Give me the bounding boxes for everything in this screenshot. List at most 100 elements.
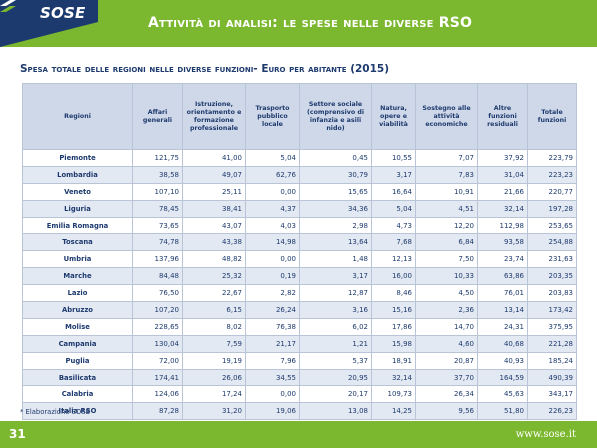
value-cell: 43,38 — [182, 233, 246, 252]
value-cell: 26,06 — [182, 368, 246, 387]
value-cell: 37,92 — [477, 149, 528, 167]
value-cell: 73,65 — [132, 216, 183, 235]
value-cell: 6,15 — [182, 301, 246, 319]
value-cell: 32,14 — [371, 368, 416, 387]
value-cell: 1,48 — [299, 250, 372, 269]
value-cell: 228,65 — [132, 317, 183, 336]
value-cell: 7,07 — [415, 149, 478, 167]
value-cell: 32,14 — [477, 199, 528, 218]
table-row: Molise 228,65 8,02 76,38 6,02 17,86 14,70 24,31… — [22, 317, 577, 336]
region-name-cell: Lombardia — [22, 165, 133, 184]
value-cell: 76,01 — [477, 284, 528, 303]
value-cell: 107,20 — [132, 301, 183, 319]
value-cell: 23,74 — [477, 250, 528, 269]
value-cell: 15,16 — [371, 301, 416, 319]
top-bar: SOSE Attività di analisi: le spese nelle… — [0, 0, 597, 47]
value-cell: 221,28 — [527, 334, 577, 353]
value-cell: 174,41 — [132, 368, 183, 387]
table-row: Puglia 72,00 19,19 7,96 5,37 18,91 20,87 40,93 1… — [22, 351, 577, 370]
value-cell: 93,58 — [477, 233, 528, 252]
value-cell: 1,21 — [299, 334, 372, 353]
region-name-cell: Calabria — [22, 385, 133, 404]
value-cell: 3,16 — [299, 301, 372, 319]
value-cell: 10,33 — [415, 267, 478, 286]
table-row: Toscana 74,78 43,38 14,98 13,64 7,68 6,84 93,58… — [22, 233, 577, 252]
logo-text: SOSE — [40, 4, 86, 22]
value-cell: 124,06 — [132, 385, 183, 404]
column-header: Trasporto pubblico locale — [245, 83, 300, 150]
value-cell: 254,88 — [527, 233, 577, 252]
value-cell: 14,70 — [415, 317, 478, 336]
value-cell: 84,48 — [132, 267, 183, 286]
region-name-cell: Marche — [22, 267, 133, 286]
value-cell: 14,25 — [371, 402, 416, 421]
value-cell: 19,06 — [245, 402, 300, 421]
column-header: Istruzione, orientamento e formazione pr… — [182, 83, 246, 150]
value-cell: 130,04 — [132, 334, 183, 353]
column-header: Altre funzioni residuali — [477, 83, 528, 150]
value-cell: 0,45 — [299, 149, 372, 167]
value-cell: 3,17 — [299, 267, 372, 286]
value-cell: 62,76 — [245, 165, 300, 184]
value-cell: 13,14 — [477, 301, 528, 319]
region-name-cell: Liguria — [22, 199, 133, 218]
value-cell: 17,86 — [371, 317, 416, 336]
table-row: Marche 84,48 25,32 0,19 3,17 16,00 10,33 63,86 2… — [22, 267, 577, 286]
value-cell: 74,78 — [132, 233, 183, 252]
value-cell: 31,04 — [477, 165, 528, 184]
value-cell: 4,50 — [415, 284, 478, 303]
table-body: Piemonte 121,75 41,00 5,04 0,45 10,55 7,07 37,9… — [22, 149, 577, 421]
source-note: * Elaborazione SOSE — [20, 408, 90, 416]
value-cell: 18,91 — [371, 351, 416, 370]
value-cell: 24,31 — [477, 317, 528, 336]
value-cell: 4,37 — [245, 199, 300, 218]
value-cell: 0,00 — [245, 182, 300, 201]
region-name-cell: Toscana — [22, 233, 133, 252]
value-cell: 10,55 — [371, 149, 416, 167]
value-cell: 197,28 — [527, 199, 577, 218]
table-row: Campania 130,04 7,59 21,17 1,21 15,98 4,60 40,6… — [22, 334, 577, 353]
value-cell: 63,86 — [477, 267, 528, 286]
value-cell: 4,73 — [371, 216, 416, 235]
value-cell: 7,68 — [371, 233, 416, 252]
value-cell: 223,79 — [527, 149, 577, 167]
spending-table: Regioni Affari generali Istruzione, orient… — [22, 83, 577, 421]
value-cell: 49,07 — [182, 165, 246, 184]
value-cell: 13,64 — [299, 233, 372, 252]
column-header: Affari generali — [132, 83, 183, 150]
region-name-cell: Umbria — [22, 250, 133, 269]
table-row: Veneto 107,10 25,11 0,00 15,65 16,64 10,91 21,6… — [22, 182, 577, 201]
value-cell: 490,39 — [527, 368, 577, 387]
value-cell: 5,04 — [371, 199, 416, 218]
value-cell: 0,19 — [245, 267, 300, 286]
column-header: Natura, opere e viabilità — [371, 83, 416, 150]
value-cell: 164,59 — [477, 368, 528, 387]
table-row: Lazio 76,50 22,67 2,82 12,87 8,46 4,50 76,01 203… — [22, 284, 577, 303]
value-cell: 137,96 — [132, 250, 183, 269]
value-cell: 2,98 — [299, 216, 372, 235]
value-cell: 223,23 — [527, 165, 577, 184]
value-cell: 78,45 — [132, 199, 183, 218]
value-cell: 173,42 — [527, 301, 577, 319]
region-name-cell: Emilia Romagna — [22, 216, 133, 235]
value-cell: 22,67 — [182, 284, 246, 303]
page-number: 31 — [9, 427, 26, 441]
table-row: Liguria 78,45 38,41 4,37 34,36 5,04 4,51 32,14 1… — [22, 199, 577, 218]
value-cell: 6,02 — [299, 317, 372, 336]
region-name-cell: Abruzzo — [22, 301, 133, 319]
value-cell: 40,93 — [477, 351, 528, 370]
table-row: Lombardia 38,58 49,07 62,76 30,79 3,17 7,83 31,… — [22, 165, 577, 184]
logo-mark-icon — [0, 0, 16, 12]
value-cell: 7,59 — [182, 334, 246, 353]
value-cell: 107,10 — [132, 182, 183, 201]
website-link[interactable]: www.sose.it — [515, 429, 576, 440]
bottom-bar: 31 www.sose.it — [0, 421, 597, 448]
value-cell: 9,56 — [415, 402, 478, 421]
value-cell: 10,91 — [415, 182, 478, 201]
column-header: Regioni — [22, 83, 133, 150]
value-cell: 17,24 — [182, 385, 246, 404]
region-name-cell: Piemonte — [22, 149, 133, 167]
value-cell: 38,41 — [182, 199, 246, 218]
value-cell: 76,50 — [132, 284, 183, 303]
value-cell: 2,82 — [245, 284, 300, 303]
